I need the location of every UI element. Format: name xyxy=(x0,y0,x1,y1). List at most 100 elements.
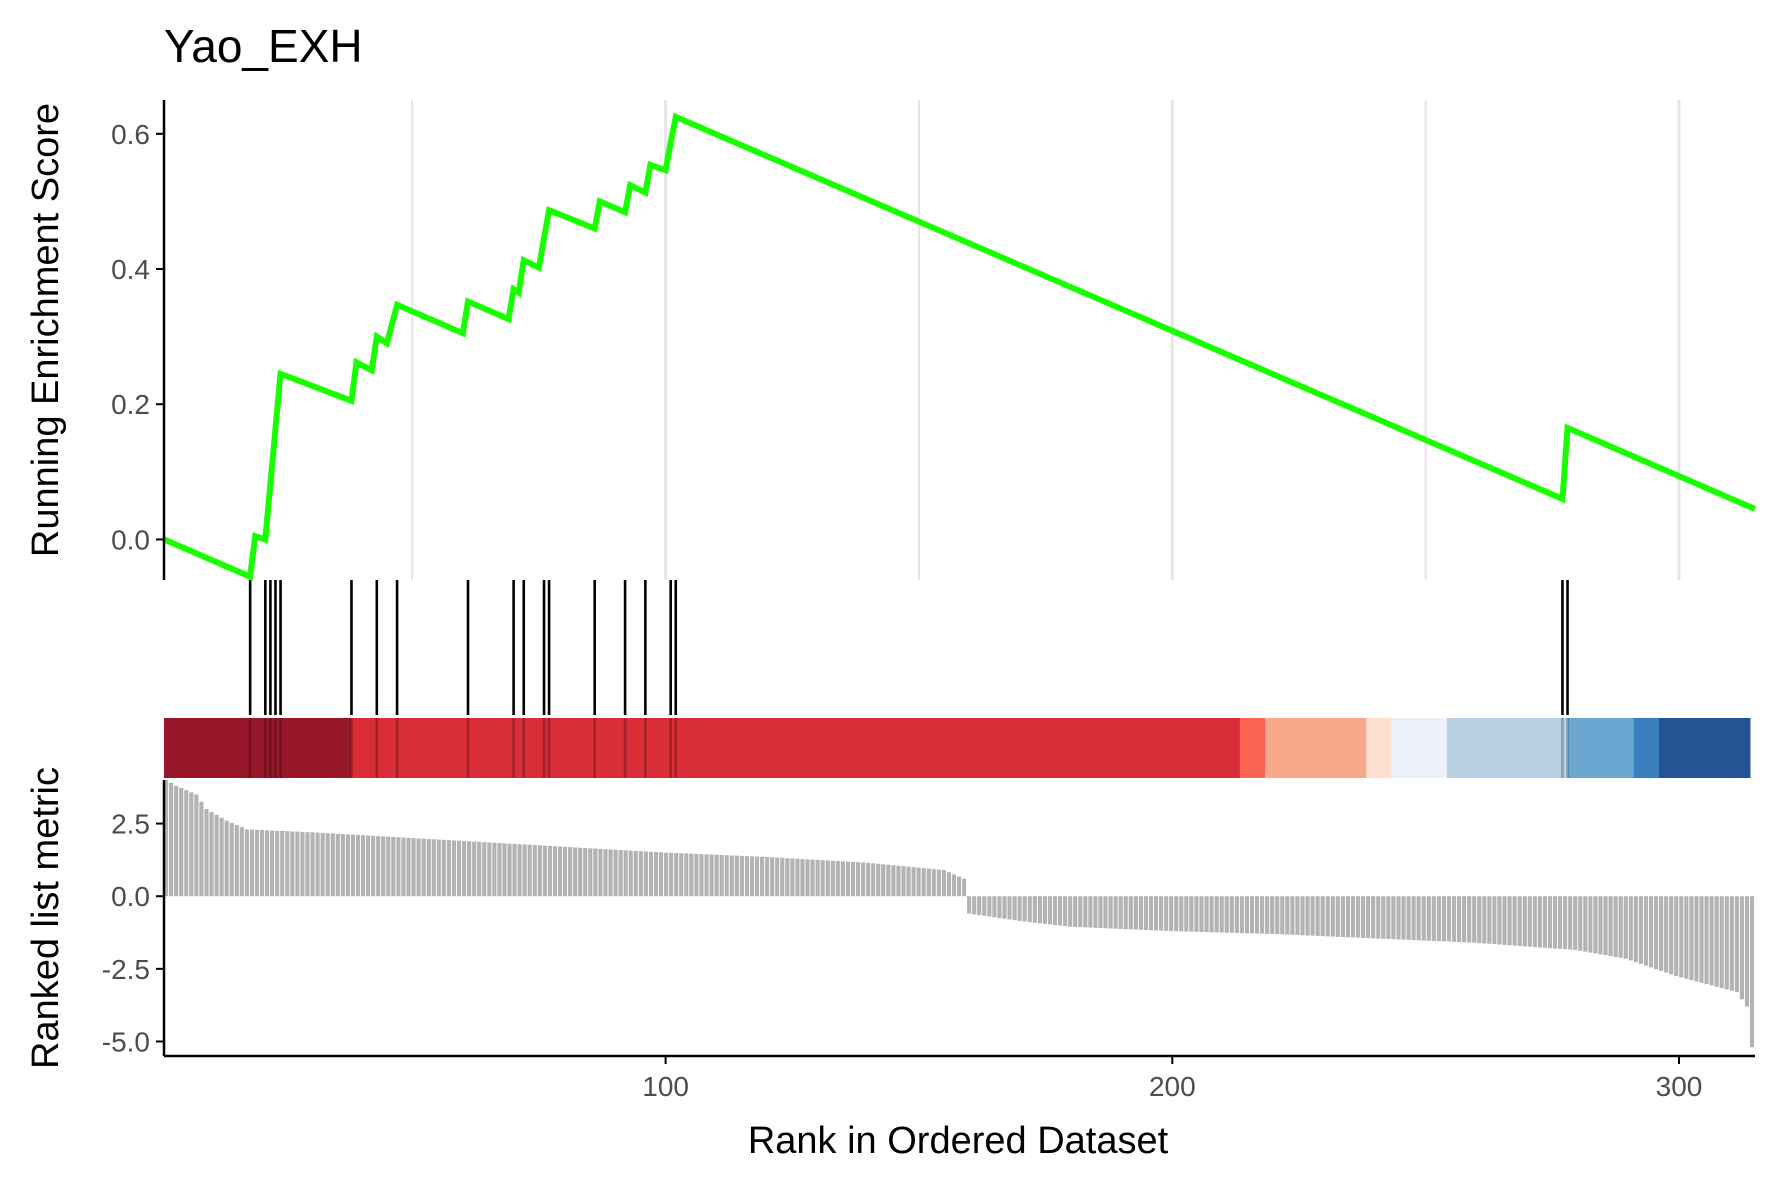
metric-bar xyxy=(1224,896,1229,933)
metric-bar xyxy=(1608,896,1613,957)
metric-bar xyxy=(1744,896,1750,1007)
gridlines xyxy=(411,100,1681,580)
metric-bar xyxy=(759,856,765,897)
metric-bar xyxy=(1280,896,1285,935)
metric-bar xyxy=(734,855,739,897)
metric-bar xyxy=(1138,896,1143,930)
metric-bar xyxy=(1376,896,1381,939)
metric-bar xyxy=(244,829,249,897)
metric-bar xyxy=(1270,896,1275,934)
metric-bar xyxy=(522,844,527,897)
metric-bar xyxy=(1330,896,1335,937)
metric-bar xyxy=(1239,896,1244,934)
metric-bar xyxy=(194,794,199,897)
metric-bar xyxy=(704,854,709,897)
metric-bar xyxy=(992,896,997,918)
metric-bar xyxy=(1047,896,1053,925)
metric-bar xyxy=(1714,896,1719,987)
metric-bar xyxy=(1477,896,1482,944)
metric-bar xyxy=(1734,896,1739,993)
metric-y-tick-label: -5.0 xyxy=(102,1026,150,1057)
metric-bar xyxy=(209,811,214,897)
metric-bar xyxy=(1325,896,1330,937)
metric-bar xyxy=(1229,896,1234,933)
es-y-ticks: 0.0 0.2 0.4 0.6 xyxy=(111,119,164,555)
metric-bar xyxy=(795,858,800,897)
es-y-tick-label: 0.0 xyxy=(111,524,150,555)
metric-bar xyxy=(775,857,780,897)
metric-bar xyxy=(623,850,628,897)
metric-bar xyxy=(881,864,886,897)
metric-bar xyxy=(502,843,507,897)
metric-bar xyxy=(628,850,633,897)
metric-bar xyxy=(1083,896,1088,928)
x-tick-label: 200 xyxy=(1149,1071,1196,1102)
metric-bar xyxy=(1128,896,1133,930)
es-y-tick-label: 0.4 xyxy=(111,254,150,285)
metric-bar xyxy=(1441,896,1446,942)
metric-bar xyxy=(1669,896,1674,975)
metric-bar xyxy=(1371,896,1376,939)
metric-bar xyxy=(1436,896,1441,942)
x-tick-label: 100 xyxy=(642,1071,689,1102)
metric-bar xyxy=(259,830,265,897)
metric-bar xyxy=(1305,896,1310,936)
metric-bar xyxy=(1689,896,1694,981)
metric-bar xyxy=(467,841,472,897)
metric-bar xyxy=(199,801,204,897)
metric-bar xyxy=(1532,896,1537,948)
metric-bar xyxy=(921,868,926,897)
metric-bar xyxy=(512,843,517,897)
metric-bar xyxy=(401,837,406,897)
metric-bar xyxy=(265,830,270,897)
metric-bar xyxy=(441,839,446,897)
metric-bar xyxy=(1527,896,1532,947)
metric-bar xyxy=(1244,896,1250,934)
metric-bar xyxy=(1355,896,1361,938)
metric-bar xyxy=(239,827,244,897)
metric-bar xyxy=(366,835,371,897)
metric-bar xyxy=(1234,896,1239,933)
metric-bar xyxy=(951,874,957,897)
metric-bar xyxy=(1027,896,1032,923)
metric-bar xyxy=(1350,896,1356,938)
metric-bar xyxy=(1623,896,1628,959)
metric-bar xyxy=(169,782,174,897)
metric-bar xyxy=(234,825,239,897)
metric-bar xyxy=(1749,896,1755,1048)
metric-bar xyxy=(270,830,275,897)
metric-bar xyxy=(527,844,532,897)
metric-bar xyxy=(1467,896,1472,943)
metric-bar xyxy=(1618,896,1623,958)
metric-bar xyxy=(229,822,234,897)
metric-bars xyxy=(164,780,1755,1048)
metric-bar xyxy=(315,832,320,897)
metric-bar xyxy=(396,837,401,897)
metric-bar xyxy=(275,830,280,897)
metric-y-tick-label: 2.5 xyxy=(111,809,150,840)
metric-bar xyxy=(810,859,815,897)
metric-bar xyxy=(1411,896,1416,941)
metric-bar xyxy=(1073,896,1078,927)
metric-bar xyxy=(451,840,457,897)
metric-bar xyxy=(861,862,866,897)
color-band-segment xyxy=(1568,718,1635,778)
metric-bar xyxy=(1492,896,1497,945)
metric-bar xyxy=(1396,896,1401,940)
metric-bar xyxy=(876,863,881,897)
metric-bar xyxy=(820,860,825,897)
metric-bar xyxy=(825,860,830,897)
metric-bar xyxy=(1184,896,1189,932)
es-y-axis-label: Running Enrichment Score xyxy=(25,103,67,557)
metric-bar xyxy=(1684,896,1689,979)
metric-bar xyxy=(391,836,396,897)
metric-y-axis-label: Ranked list metric xyxy=(25,767,67,1069)
metric-bar xyxy=(184,790,189,897)
metric-bar xyxy=(335,833,340,897)
metric-bar xyxy=(1275,896,1280,935)
metric-bar xyxy=(1416,896,1421,941)
metric-bar xyxy=(1648,896,1654,968)
metric-bar xyxy=(956,876,962,897)
metric-bar xyxy=(507,843,512,897)
metric-bar xyxy=(1320,896,1325,937)
